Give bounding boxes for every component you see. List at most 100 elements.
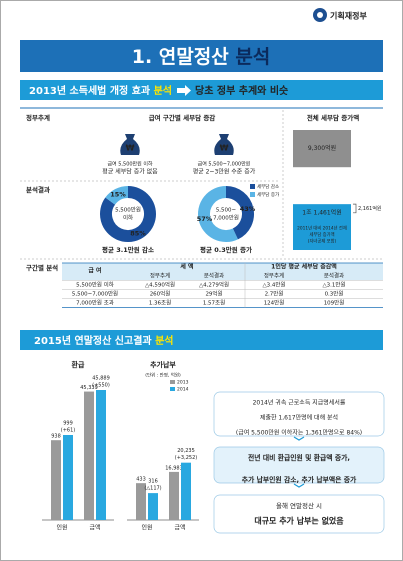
title-text: 1. 연말정산 xyxy=(132,46,236,68)
estimate-range: 급여 5,500만원 이하 xyxy=(107,161,152,168)
note-text: 2014년 귀속 근로소득 지급명세서를 xyxy=(253,399,346,407)
bar xyxy=(51,440,61,520)
legend-label: 세부담 감소 xyxy=(257,183,279,190)
section-bar xyxy=(20,330,383,350)
value-label: 45,339 xyxy=(80,385,98,391)
table-cell: 0.3만원 xyxy=(325,290,344,298)
bar xyxy=(96,390,106,520)
column-header: 전체 세부담 증가액 xyxy=(307,113,359,122)
x-tick-label: 금액 xyxy=(174,525,185,532)
bar xyxy=(84,391,94,520)
money-bag-icon xyxy=(120,134,140,155)
table-cell: 1.57조원 xyxy=(203,299,225,307)
section-bar xyxy=(20,80,383,100)
table-cell: 2.7만원 xyxy=(265,290,284,298)
money-bag-icon xyxy=(214,134,234,155)
donut-caption: 평균 3.1만원 감소 xyxy=(102,245,154,254)
table-cell: △4,590억원 xyxy=(145,281,175,289)
table-header: 세 액 xyxy=(180,263,193,271)
block-note: (자녀공제 포함) xyxy=(308,238,337,245)
table-subheader: 분석결과 xyxy=(204,272,224,280)
section-result: 당초 정부 추계와 비슷 xyxy=(195,84,288,97)
title-highlight: 분석 xyxy=(235,46,270,68)
note-text: 제출한 1,617만명에 대해 분석 xyxy=(260,414,338,422)
logo-emblem-core xyxy=(317,12,323,18)
page-title: 1. 연말정산 분석 xyxy=(132,46,271,68)
legend-swatch xyxy=(250,184,255,189)
table-subheader: 정부추계 xyxy=(150,272,170,280)
change-label: (△117) xyxy=(144,486,161,492)
bar xyxy=(181,462,191,520)
section-lead: 2013년 소득세법 개정 효과 xyxy=(29,84,154,97)
note-text: 대규모 추가 납부는 없었음 xyxy=(254,516,344,526)
donut-label: 85% xyxy=(130,230,146,238)
chart-title: 추가납부 xyxy=(150,360,176,369)
donut-segment xyxy=(225,186,254,240)
table-header-bg xyxy=(62,263,383,280)
diff-bracket xyxy=(353,203,357,214)
logo-text: 기획재정부 xyxy=(330,11,367,21)
value-label: 45,889 xyxy=(92,376,110,382)
section-heading: 2013년 소득세법 개정 효과 분석 xyxy=(29,84,172,97)
table-cell: 109만원 xyxy=(324,299,345,307)
table-cell: 5,500~7,000만원 xyxy=(72,290,118,298)
block-label: 9,300억원 xyxy=(308,144,336,152)
money-sign: ₩ xyxy=(220,144,229,153)
column-header: 급여 구간별 세부담 증감 xyxy=(149,113,216,122)
estimate-range: 급여 5,500~7,000만원 xyxy=(198,161,251,168)
value-label: 999 xyxy=(63,421,73,427)
row-label: 구간별 분석 xyxy=(26,263,58,272)
table-header: 1인당 평균 세부담 증감액 xyxy=(271,263,337,271)
table-header: 급 여 xyxy=(88,267,101,275)
donut-center: 이하 xyxy=(123,214,133,222)
note-box xyxy=(213,446,385,484)
arrow-icon xyxy=(177,85,191,96)
change-label: (+61) xyxy=(61,428,76,434)
donut-center: 5,500만원 xyxy=(115,206,141,214)
section-highlight: 분석 xyxy=(155,334,173,347)
note-text: 올해 연말정산 시 xyxy=(276,501,322,510)
note-box xyxy=(213,391,385,437)
legend-label: 2014 xyxy=(177,387,189,393)
row-label: 분석결과 xyxy=(26,185,50,194)
row-label: 정부추계 xyxy=(26,113,50,122)
value-label: 16,983 xyxy=(165,465,183,471)
table-cell: 7,000만원 초과 xyxy=(76,299,114,307)
note-text: 전년 대비 환급인원 및 환급액 증가, xyxy=(248,453,350,462)
value-label: 20,235 xyxy=(177,448,195,454)
donut-segment xyxy=(198,186,238,242)
section-heading: 2015년 연말정산 신고결과 분석 xyxy=(34,334,173,347)
base-block xyxy=(293,130,351,168)
legend-label: 2013 xyxy=(177,380,189,386)
table-cell: △3.4만원 xyxy=(262,281,285,289)
total-block xyxy=(293,204,351,250)
table-subheader: 정부추계 xyxy=(264,272,284,280)
section-highlight: 분석 xyxy=(154,84,172,97)
table-cell: △4,279억원 xyxy=(199,281,229,289)
estimate-note: 평균 세부담 증가 없음 xyxy=(102,168,158,176)
donut-label: 15% xyxy=(110,190,126,198)
table-cell: △3.1만원 xyxy=(322,281,345,289)
block-label: 1조 1,461억원 xyxy=(302,209,341,217)
legend-swatch xyxy=(170,387,175,391)
change-label: (+550) xyxy=(92,383,110,389)
unit-label: (단위 : 만명, 억원) xyxy=(145,372,181,379)
donut-label: 43% xyxy=(240,205,256,213)
diff-label: 2,161억원 xyxy=(358,205,382,212)
table-cell: 124만원 xyxy=(264,299,285,307)
value-label: 938 xyxy=(51,434,61,440)
x-tick-label: 금액 xyxy=(89,525,100,532)
donut-segment xyxy=(105,186,129,205)
title-banner xyxy=(20,40,383,72)
bar xyxy=(63,435,73,520)
donut-center: 5,500~ xyxy=(216,208,237,214)
value-label: 316 xyxy=(148,479,158,485)
donut-caption: 평균 0.3만원 증가 xyxy=(200,245,252,254)
donut-segment xyxy=(100,186,156,242)
legend-swatch xyxy=(250,192,255,197)
legend-label: 세부담 증가 xyxy=(257,191,279,198)
note-text: 추가 납부인원 감소, 추가 납부액은 증가 xyxy=(242,475,357,484)
table-subheader: 분석결과 xyxy=(324,272,344,280)
